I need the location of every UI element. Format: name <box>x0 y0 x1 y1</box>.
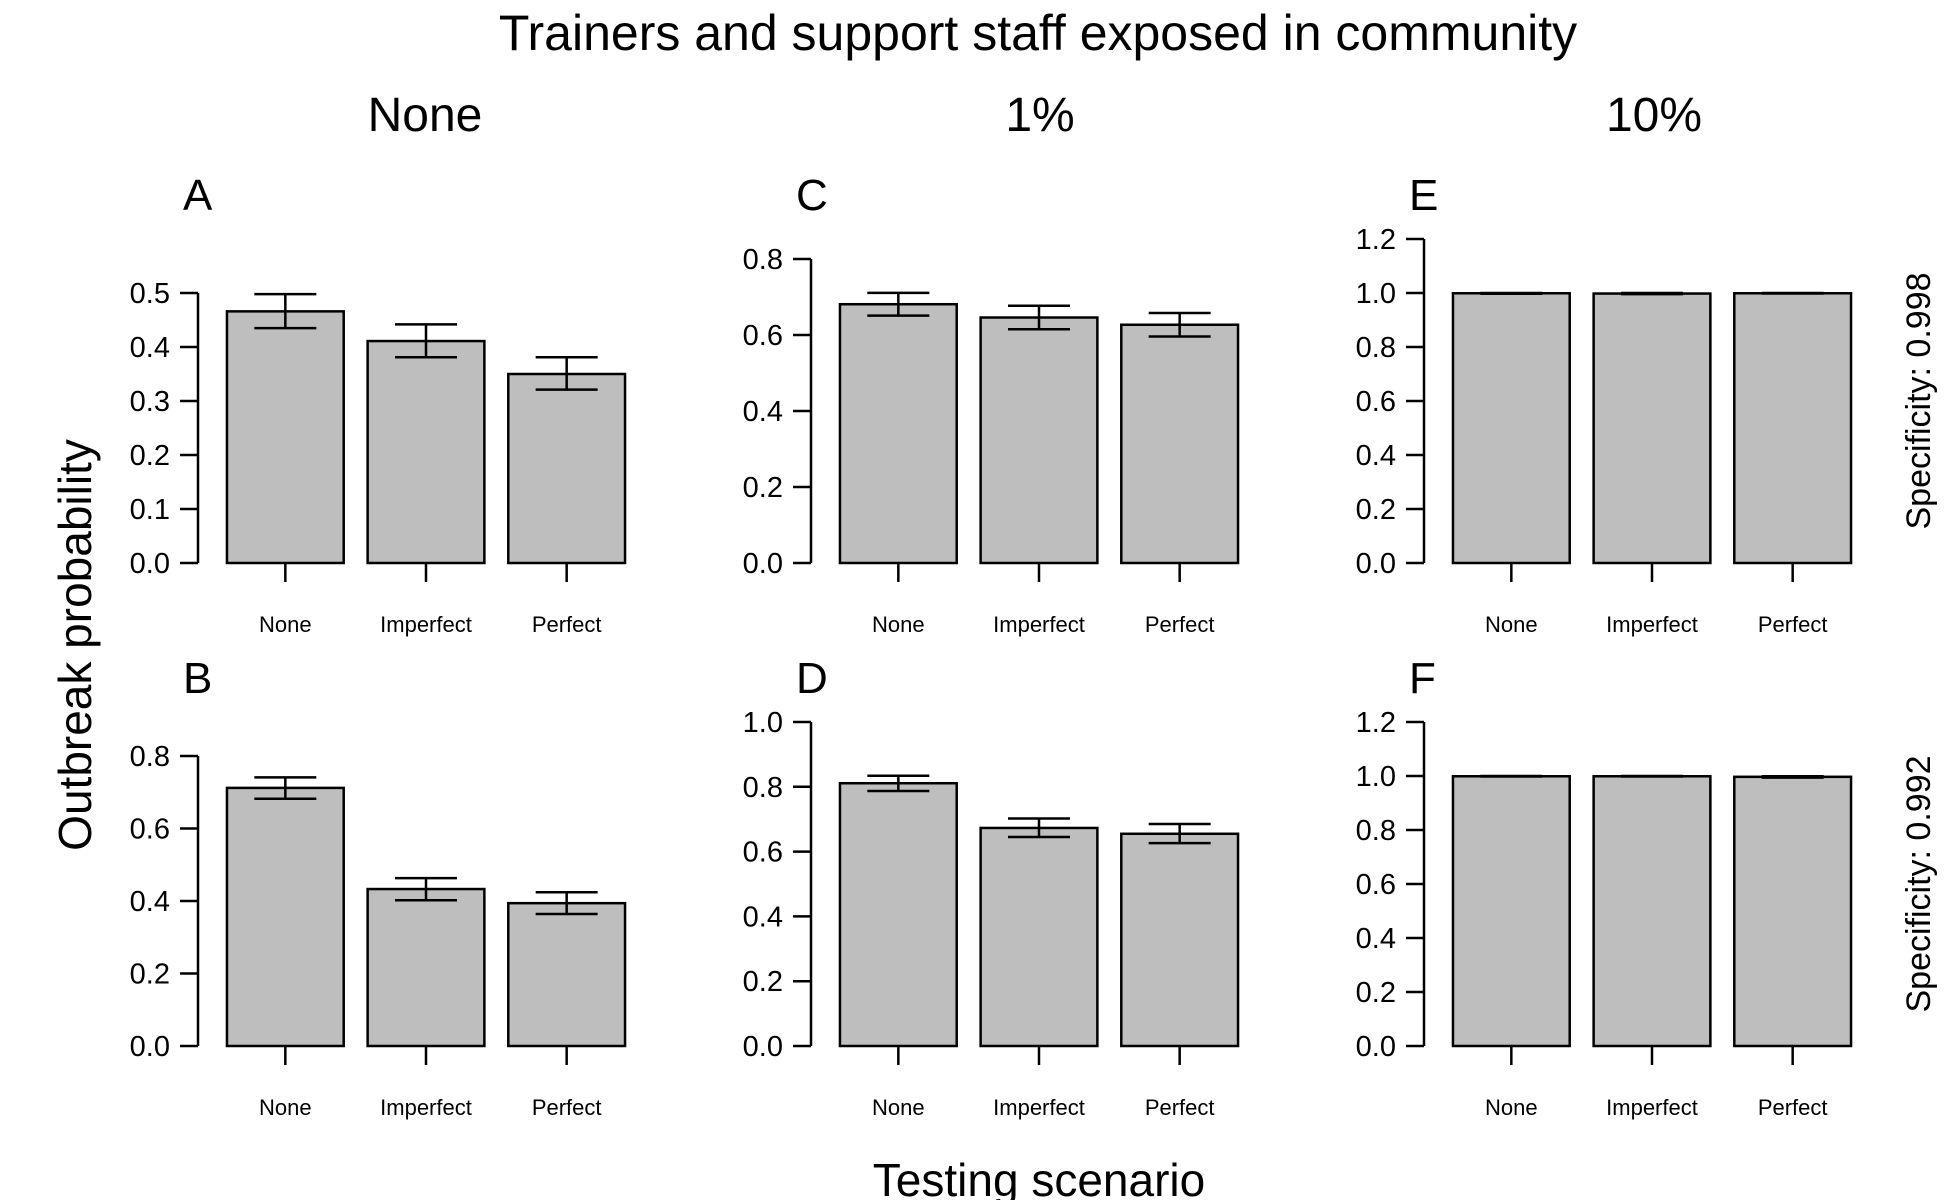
column-title-none: None <box>368 89 483 142</box>
x-tick-label: None <box>259 1095 312 1120</box>
bar-perfect <box>1120 323 1240 565</box>
bar-imperfect <box>1592 292 1712 565</box>
panel-a: A 0.0 0.1 0.2 0.3 0.4 0.5 None Imperfect Perfect <box>130 171 627 637</box>
panel-d: D 0.0 0.2 0.4 0.6 0.8 1.0 None Imperfect Perfect <box>743 654 1240 1120</box>
column-title-10pct: 10% <box>1606 89 1702 142</box>
row-label-top: Specificity: 0.998 <box>1900 272 1938 529</box>
x-tick-label: Perfect <box>1758 612 1828 637</box>
y-tick-label: 0.0 <box>743 548 783 580</box>
y-tick-label: 0.4 <box>130 886 170 918</box>
x-axis-label: Testing scenario <box>873 1154 1205 1200</box>
y-tick-label: 1.0 <box>1356 761 1396 793</box>
figure-title: Trainers and support staff exposed in co… <box>499 5 1577 61</box>
y-tick-label: 0.1 <box>130 494 170 526</box>
x-tick-label: Perfect <box>532 1095 602 1120</box>
bar-none <box>838 781 958 1048</box>
y-tick-label: 0.0 <box>130 1031 170 1063</box>
y-tick-label: 0.4 <box>1356 440 1396 472</box>
y-tick-label: 0.4 <box>743 901 783 933</box>
y-tick-label: 0.2 <box>743 472 783 504</box>
y-tick-label: 0.4 <box>743 396 783 428</box>
x-tick-label: None <box>872 1095 925 1120</box>
y-tick-label: 0.0 <box>743 1031 783 1063</box>
y-tick-label: 0.2 <box>743 966 783 998</box>
panel-b: B 0.0 0.2 0.4 0.6 0.8 None Imperfect Perfect <box>130 654 627 1120</box>
y-tick-label: 0.2 <box>130 959 170 991</box>
x-tick-label: Perfect <box>1145 612 1215 637</box>
y-tick-label: 0.2 <box>130 440 170 472</box>
row-label-bottom: Specificity: 0.992 <box>1900 755 1938 1012</box>
bar-none <box>838 302 958 565</box>
y-tick-label: 0.3 <box>130 386 170 418</box>
y-tick-label: 0.8 <box>743 244 783 276</box>
y-tick-label: 1.0 <box>743 707 783 739</box>
x-tick-label: None <box>872 612 925 637</box>
bar-perfect <box>1733 292 1853 565</box>
x-tick-label: Perfect <box>1758 1095 1828 1120</box>
y-tick-label: 0.0 <box>1356 1031 1396 1063</box>
panel-c: C 0.0 0.2 0.4 0.6 0.8 None Imperfect Perfect <box>743 171 1240 637</box>
x-tick-label: Perfect <box>1145 1095 1215 1120</box>
x-tick-label: None <box>1485 1095 1538 1120</box>
y-tick-label: 0.5 <box>130 278 170 310</box>
y-tick-label: 0.8 <box>743 772 783 804</box>
x-tick-label: Imperfect <box>380 1095 472 1120</box>
panel-letter: F <box>1409 654 1436 703</box>
y-tick-label: 0.4 <box>1356 923 1396 955</box>
y-tick-label: 0.0 <box>1356 548 1396 580</box>
bar-none <box>225 786 345 1048</box>
y-tick-label: 0.8 <box>130 741 170 773</box>
panel-letter: E <box>1409 171 1438 220</box>
bar-imperfect <box>366 887 486 1048</box>
panel-letter: A <box>183 171 213 220</box>
y-axis-label: Outbreak probability <box>49 439 101 851</box>
bar-none <box>225 310 345 565</box>
x-tick-label: None <box>259 612 312 637</box>
y-tick-label: 0.8 <box>1356 815 1396 847</box>
y-tick-label: 0.6 <box>1356 386 1396 418</box>
bar-imperfect <box>1592 775 1712 1048</box>
x-tick-label: Imperfect <box>993 612 1085 637</box>
bar-imperfect <box>979 316 1099 565</box>
bar-perfect <box>1120 832 1240 1048</box>
x-tick-label: Perfect <box>532 612 602 637</box>
panel-letter: C <box>796 171 828 220</box>
y-tick-label: 1.2 <box>1356 224 1396 256</box>
bar-perfect <box>1733 775 1853 1048</box>
bar-perfect <box>507 372 627 565</box>
x-tick-label: Imperfect <box>993 1095 1085 1120</box>
bar-none <box>1451 292 1571 565</box>
y-tick-label: 0.6 <box>743 837 783 869</box>
y-tick-label: 0.6 <box>1356 869 1396 901</box>
panel-letter: D <box>796 654 828 703</box>
panel-e: E 0.0 0.2 0.4 0.6 0.8 1.0 1.2 None Imperfect Perfe… <box>1356 171 1853 637</box>
y-tick-label: 0.4 <box>130 332 170 364</box>
y-tick-label: 0.2 <box>1356 494 1396 526</box>
column-title-1pct: 1% <box>1005 89 1074 142</box>
y-tick-label: 0.8 <box>1356 332 1396 364</box>
panel-letter: B <box>183 654 212 703</box>
x-tick-label: None <box>1485 612 1538 637</box>
y-tick-label: 0.6 <box>743 320 783 352</box>
y-tick-label: 1.0 <box>1356 278 1396 310</box>
y-tick-label: 1.2 <box>1356 707 1396 739</box>
bar-perfect <box>507 901 627 1048</box>
panel-f: F 0.0 0.2 0.4 0.6 0.8 1.0 1.2 None Imperfect Perfe… <box>1356 654 1853 1120</box>
x-tick-label: Imperfect <box>1606 1095 1698 1120</box>
bar-none <box>1451 775 1571 1048</box>
x-tick-label: Imperfect <box>1606 612 1698 637</box>
x-tick-label: Imperfect <box>380 612 472 637</box>
y-tick-label: 0.6 <box>130 814 170 846</box>
bar-imperfect <box>979 826 1099 1048</box>
y-tick-label: 0.2 <box>1356 977 1396 1009</box>
y-tick-label: 0.0 <box>130 548 170 580</box>
bar-imperfect <box>366 339 486 565</box>
